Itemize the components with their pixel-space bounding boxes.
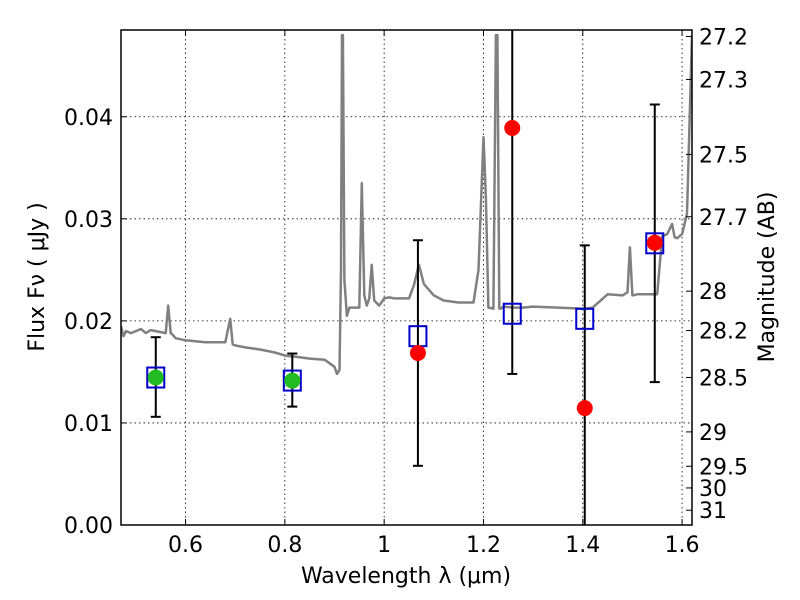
model-band-square-1	[282, 369, 302, 392]
x-tick-label-1: 0.8	[267, 533, 302, 558]
model-band-square-3	[502, 302, 522, 325]
flux-point-1-1	[504, 119, 521, 136]
y-axis-title: Flux Fν ( μJy )	[25, 202, 50, 351]
flux-point-1-2	[576, 400, 593, 417]
model-band-square-5	[645, 232, 665, 255]
y-tick-label-1: 0.01	[64, 412, 113, 437]
mag-tick-label-3: 27.7	[699, 206, 748, 231]
flux-point-1-0	[409, 345, 426, 362]
y-tick-label-0: 0.00	[64, 514, 113, 539]
plot-background	[121, 30, 692, 525]
plot-frame	[120, 29, 693, 526]
mag-tick-label-7: 29	[699, 421, 727, 446]
mag-tick-label-9: 30	[699, 477, 727, 502]
mag-tick-label-1: 27.3	[699, 68, 748, 93]
y-tick-label-2: 0.02	[64, 310, 113, 335]
marker-layer	[146, 30, 665, 525]
y2-axis-title: Magnitude (AB)	[755, 192, 780, 363]
mag-tick-label-2: 27.5	[699, 143, 748, 168]
model-band-square-4	[575, 307, 595, 330]
flux-point-1-3	[646, 234, 663, 251]
x-tick-label-0: 0.6	[168, 533, 203, 558]
x-tick-label-3: 1.2	[466, 533, 501, 558]
mag-tick-label-6: 28.5	[699, 366, 748, 391]
ticks: 0.6 0.8 1 1.2 1.4 1.6 0.00 0.01 0.02 0.03 0.04 27.2…	[64, 25, 748, 558]
flux-point-0-0	[147, 369, 164, 386]
mag-tick-label-5: 28.2	[699, 320, 748, 345]
model-band-square-0	[146, 366, 166, 389]
spectrum-line	[121, 33, 692, 376]
x-axis-title: Wavelength λ (μm)	[301, 564, 511, 589]
mag-tick-label-10: 31	[699, 499, 727, 524]
y-tick-label-3: 0.03	[64, 208, 113, 233]
flux-point-0-1	[284, 372, 301, 389]
mag-tick-label-4: 28	[699, 280, 727, 305]
x-tick-label-5: 1.6	[665, 533, 700, 558]
x-tick-label-2: 1	[377, 533, 391, 558]
y-tick-label-4: 0.04	[64, 106, 113, 131]
series-layer	[121, 33, 692, 376]
mag-tick-label-8: 29.5	[699, 455, 748, 480]
x-tick-label-4: 1.4	[565, 533, 600, 558]
mag-tick-label-0: 27.2	[699, 25, 748, 50]
